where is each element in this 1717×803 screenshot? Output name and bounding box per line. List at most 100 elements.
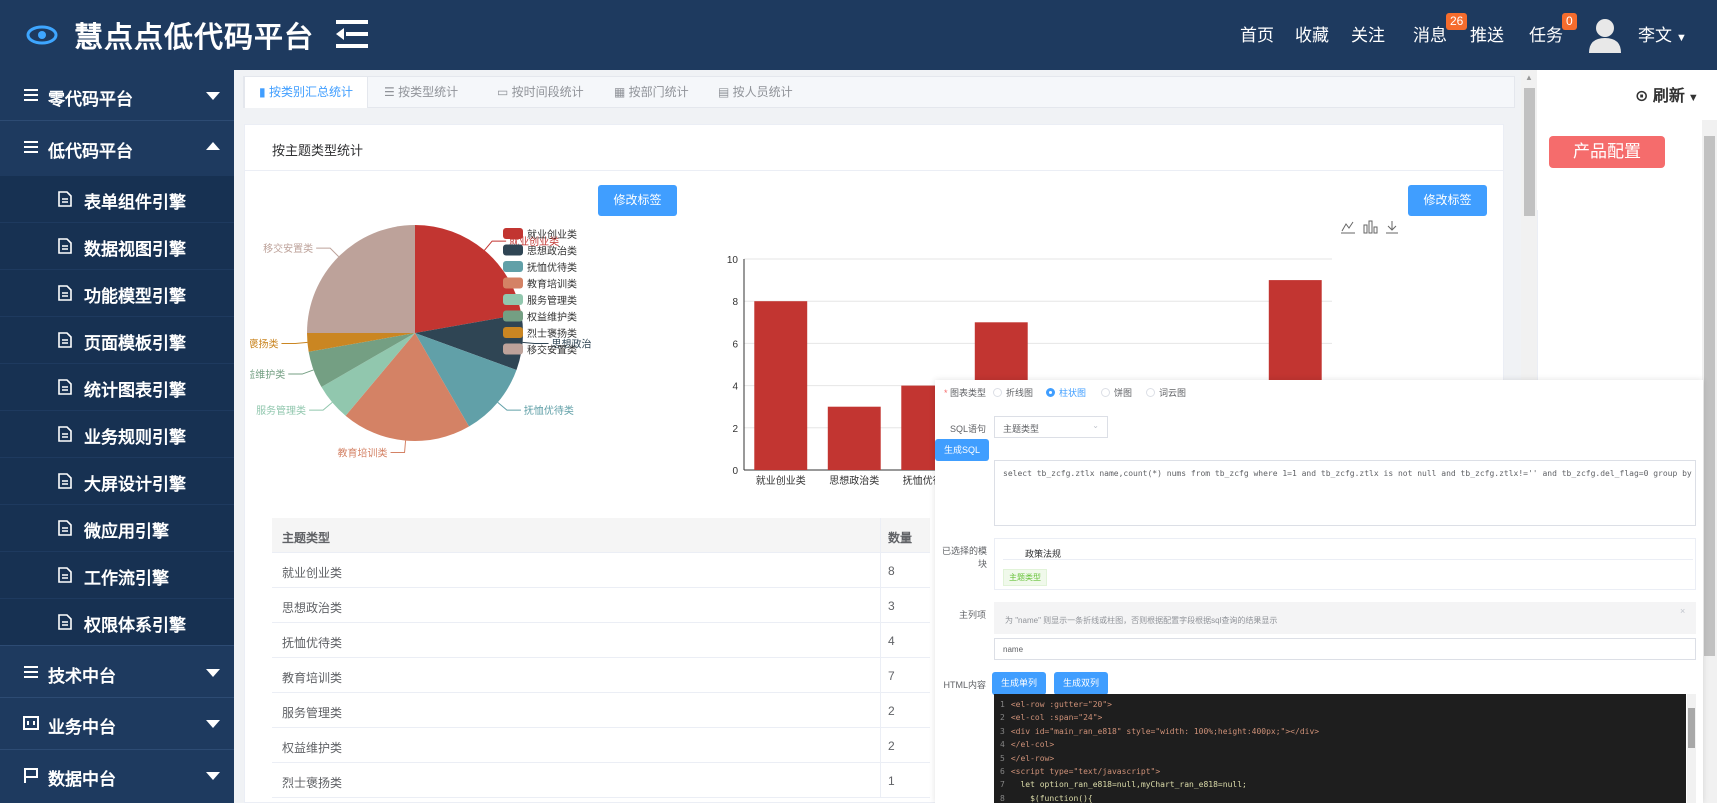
table-row: 服务管理类 2 xyxy=(272,693,930,728)
main-col-label: 主列项 xyxy=(958,610,986,620)
menu-collapse-icon[interactable] xyxy=(334,17,370,51)
sidebar-group-business[interactable]: 业务中台 xyxy=(0,700,234,748)
legend-label[interactable]: 烈士褒扬类 xyxy=(527,327,577,340)
sidebar-group-low-code[interactable]: 低代码平台 xyxy=(0,124,234,172)
refresh-button[interactable]: ⊙ 刷新 ▼ xyxy=(1635,88,1699,105)
username: 李文 xyxy=(1638,26,1672,45)
nav-tasks[interactable]: 任务 xyxy=(1529,26,1563,45)
legend-swatch[interactable] xyxy=(503,294,523,305)
code-scrollbar[interactable] xyxy=(1687,694,1696,803)
generate-single-column-button[interactable]: 生成单列 xyxy=(992,672,1046,695)
legend-swatch[interactable] xyxy=(503,261,523,272)
sidebar-item-6[interactable]: 大屏设计引擎 xyxy=(0,458,234,504)
radio-pie[interactable]: 饼图 xyxy=(1101,386,1132,399)
bar-chart-icon[interactable] xyxy=(1363,220,1378,234)
nav-push[interactable]: 推送 xyxy=(1470,26,1504,45)
close-icon[interactable]: × xyxy=(1680,606,1686,616)
code-line: 1 <el-row :gutter="20"> xyxy=(1000,700,1112,709)
legend-swatch[interactable] xyxy=(503,343,523,355)
legend-label[interactable]: 服务管理类 xyxy=(527,294,577,307)
pie-label: 抚恤优待类 xyxy=(524,404,574,417)
user-menu[interactable]: 李文 ▼ xyxy=(1638,21,1687,46)
sidebar-item-8[interactable]: 工作流引擎 xyxy=(0,552,234,598)
tab-by-category[interactable]: ▮ 按类别汇总统计 xyxy=(244,77,368,108)
pie-slice[interactable] xyxy=(415,314,523,370)
pie-slice[interactable] xyxy=(308,333,415,387)
avatar[interactable] xyxy=(1588,16,1622,54)
legend-swatch[interactable] xyxy=(503,228,523,239)
legend-label[interactable]: 就业创业类 xyxy=(527,228,577,241)
bar[interactable] xyxy=(827,406,881,470)
tab-by-type[interactable]: ☰ 按类型统计 xyxy=(384,85,459,99)
radio-bar[interactable]: 柱状图 xyxy=(1046,386,1086,399)
pie-slice[interactable] xyxy=(307,333,415,352)
sidebar-item-4[interactable]: 统计图表引擎 xyxy=(0,364,234,410)
product-config-button[interactable]: 产品配置 xyxy=(1549,136,1665,168)
sidebar-item-7[interactable]: 微应用引擎 xyxy=(0,505,234,551)
chart-toolbox xyxy=(1341,220,1398,234)
legend-label[interactable]: 权益维护类 xyxy=(527,311,577,324)
nav-favorites[interactable]: 收藏 xyxy=(1295,26,1329,45)
legend-label[interactable]: 移交安置类 xyxy=(527,344,577,357)
sidebar-item-9[interactable]: 权限体系引擎 xyxy=(0,599,234,645)
pie-slice[interactable] xyxy=(321,333,415,416)
tab-by-department[interactable]: ▦ 按部门统计 xyxy=(614,85,689,99)
legend-label[interactable]: 思想政治类 xyxy=(527,245,577,258)
radio-line[interactable]: 折线图 xyxy=(993,386,1033,399)
nav-follow[interactable]: 关注 xyxy=(1351,26,1385,45)
legend-label[interactable]: 教育培训类 xyxy=(527,278,577,291)
table-row: 抚恤优待类 4 xyxy=(272,623,930,658)
module-tag[interactable]: 主题类型 xyxy=(1003,569,1047,586)
sidebar-item-2[interactable]: 功能模型引擎 xyxy=(0,270,234,316)
code-scroll-thumb[interactable] xyxy=(1688,708,1695,748)
nav-home[interactable]: 首页 xyxy=(1240,26,1274,45)
legend-swatch[interactable] xyxy=(503,310,523,322)
cell-count: 8 xyxy=(888,564,895,578)
legend-label[interactable]: 抚恤优待类 xyxy=(527,261,577,274)
tab-by-person[interactable]: ▤ 按人员统计 xyxy=(718,85,793,99)
content-scroll-thumb[interactable] xyxy=(1524,88,1535,216)
pie-slice[interactable] xyxy=(307,225,415,333)
main-col-input[interactable]: name xyxy=(994,638,1696,660)
tab-by-period[interactable]: ▭ 按时间段统计 xyxy=(497,85,584,99)
label-line xyxy=(281,341,308,344)
sidebar-item-0[interactable]: 表单组件引擎 xyxy=(0,176,234,222)
sidebar-group-tech[interactable]: 技术中台 xyxy=(0,649,234,697)
pie-label: 烈士褒扬类 xyxy=(250,337,278,350)
cell-count: 2 xyxy=(888,704,895,718)
generate-sql-button[interactable]: 生成SQL xyxy=(935,439,989,461)
refresh-icon: ⊙ xyxy=(1635,88,1653,105)
bar[interactable] xyxy=(754,301,808,470)
line-chart-icon[interactable] xyxy=(1341,221,1355,234)
nav-messages[interactable]: 消息 xyxy=(1413,26,1447,45)
html-code-editor[interactable]: 1 <el-row :gutter="20"> 2 <el-col :span="24… xyxy=(994,694,1686,803)
x-tick-label: 思想政治类 xyxy=(829,474,879,487)
sidebar-group-zero-code[interactable]: 零代码平台 xyxy=(0,72,234,120)
panel-scroll-thumb[interactable] xyxy=(1704,136,1715,656)
sql-textarea[interactable]: select tb_zcfg.ztlx name,count(*) nums f… xyxy=(994,460,1696,526)
radio-wordcloud[interactable]: 词云图 xyxy=(1146,386,1186,399)
top-bar: 慧点点低代码平台 首页 收藏 关注 消息 26 推送 任务 0 李文 ▼ xyxy=(0,0,1717,70)
sql-select[interactable]: 主题类型 ⌄ xyxy=(994,416,1108,438)
legend-swatch[interactable] xyxy=(503,327,523,338)
pie-slice[interactable] xyxy=(415,225,522,333)
generate-double-column-button[interactable]: 生成双列 xyxy=(1054,672,1108,695)
pie-slice[interactable] xyxy=(345,333,469,441)
cell-count: 1 xyxy=(888,774,895,788)
app-title: 慧点点低代码平台 xyxy=(74,22,315,54)
pie-label: 思想政治 xyxy=(552,337,592,350)
cell-type: 教育培训类 xyxy=(282,671,343,685)
scroll-up-icon[interactable]: ▲ xyxy=(1525,73,1533,82)
pie-slice[interactable] xyxy=(415,333,517,427)
edit-label-button[interactable]: 修改标签 xyxy=(598,185,677,216)
sidebar-group-data[interactable]: 数据中台 xyxy=(0,752,234,800)
edit-label-button-right[interactable]: 修改标签 xyxy=(1408,185,1487,216)
legend-swatch[interactable] xyxy=(503,277,523,289)
download-icon[interactable] xyxy=(1386,221,1398,234)
sidebar-item-1[interactable]: 数据视图引擎 xyxy=(0,223,234,269)
sidebar-item-5[interactable]: 业务规则引擎 xyxy=(0,411,234,457)
legend-swatch[interactable] xyxy=(503,244,523,256)
sidebar-item-3[interactable]: 页面模板引擎 xyxy=(0,317,234,363)
pie-label: 教育培训类 xyxy=(338,447,388,460)
table-row: 思想政治类 3 xyxy=(272,588,930,623)
